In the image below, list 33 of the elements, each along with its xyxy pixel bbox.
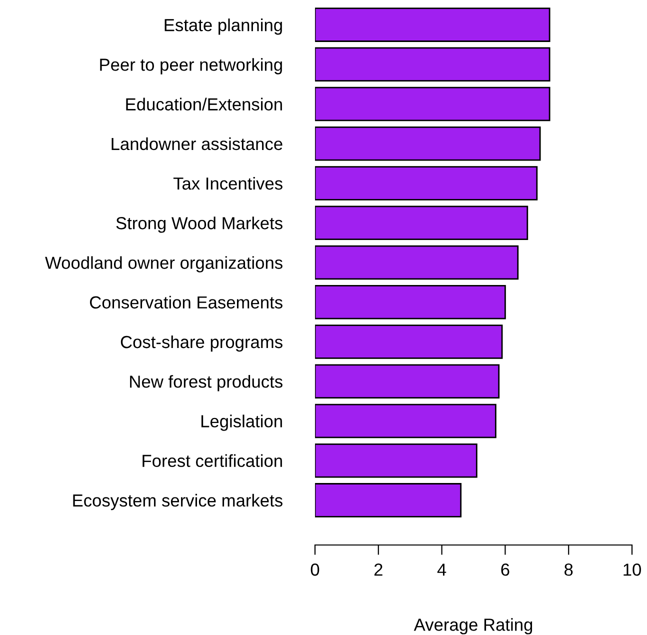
bar — [315, 245, 519, 280]
y-tick-label: Conservation Easements — [90, 296, 282, 309]
y-tick-label: Landowner assistance — [112, 137, 282, 150]
bar — [315, 47, 550, 82]
y-tick-label: Cost-share programs — [120, 335, 282, 352]
bar — [315, 284, 506, 320]
y-tick-label: Tax Incentives — [173, 176, 282, 190]
y-tick-label: Peer to peer networking — [100, 58, 282, 74]
bar — [315, 8, 550, 42]
x-tick-label: 0 — [310, 564, 320, 576]
x-tick-label: 6 — [501, 564, 510, 576]
y-tick-label: Legislation — [201, 414, 282, 431]
bar — [315, 364, 500, 398]
bar — [315, 86, 550, 122]
x-tick-label: 2 — [374, 564, 382, 576]
x-tick-label: 4 — [437, 564, 446, 576]
y-tick-label: Education/Extension — [126, 98, 282, 110]
y-tick-label: Estate planning — [164, 18, 282, 35]
y-tick-label: Strong Wood Markets — [116, 216, 282, 233]
bar — [315, 483, 462, 518]
bar — [315, 126, 541, 161]
x-axis-title: Average Rating — [414, 618, 532, 634]
bar — [315, 404, 496, 438]
bar — [315, 206, 528, 240]
y-tick-label: Forest certification — [142, 454, 282, 468]
bar — [315, 166, 538, 200]
x-tick-label: 8 — [564, 564, 573, 576]
bar — [315, 324, 503, 359]
bar — [315, 443, 478, 478]
y-tick-label: Woodland owner organizations — [45, 256, 282, 272]
y-tick-label: New forest products — [130, 375, 282, 392]
x-tick-label: 10 — [624, 564, 641, 576]
y-tick-label: Ecosystem service markets — [73, 494, 282, 510]
